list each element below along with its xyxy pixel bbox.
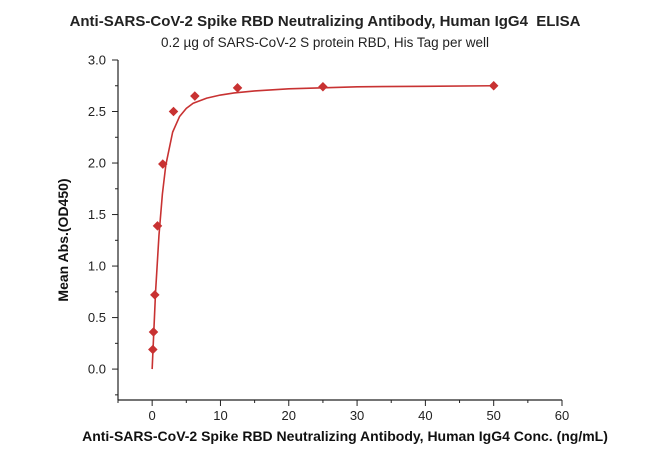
y-tick-label: 0.0 [88,362,106,377]
data-point [150,290,160,300]
x-tick-label: 0 [149,408,156,423]
ticks: 0 10 20 30 40 50 60 0.0 0.5 1.0 1.5 2.0 2.5 3.0 [88,53,569,424]
fit-curve [151,84,494,370]
data-point [190,91,200,101]
data-point [318,82,328,92]
y-tick-label: 1.5 [88,207,106,222]
x-axis-title: Anti-SARS-CoV-2 Spike RBD Neutralizing A… [82,428,608,444]
x-tick-label: 20 [282,408,296,423]
data-point [148,327,159,337]
x-tick-label: 40 [418,408,432,423]
x-tick-label: 30 [350,408,364,423]
x-tick-label: 10 [213,408,227,423]
chart-subtitle: 0.2 µg of SARS-CoV-2 S protein RBD, His … [161,35,489,50]
x-tick-label: 50 [486,408,500,423]
data-point [158,159,168,169]
y-axis-title: Mean Abs.(OD450) [55,178,71,301]
y-tick-label: 2.5 [88,104,106,119]
data-point [232,83,243,93]
y-tick-label: 0.5 [88,310,106,325]
fit-curve-group [151,84,494,370]
x-tick-label: 60 [555,408,569,423]
data-point [488,80,499,91]
data-point [168,106,179,117]
y-tick-label: 2.0 [88,156,106,171]
data-point [148,344,158,355]
data-point [152,221,163,231]
chart-title: Anti-SARS-CoV-2 Spike RBD Neutralizing A… [69,13,581,30]
y-tick-label: 3.0 [88,53,106,68]
data-points [148,80,499,355]
y-tick-label: 1.0 [88,259,106,274]
